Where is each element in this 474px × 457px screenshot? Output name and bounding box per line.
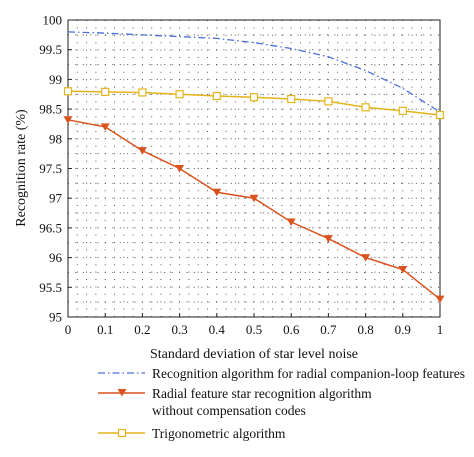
y-tick-label: 98.5 (39, 102, 62, 117)
y-tick-label: 95 (49, 310, 62, 325)
legend: Recognition algorithm for radial compani… (98, 366, 465, 441)
data-point-square (324, 97, 333, 106)
series-line-1 (67, 31, 441, 113)
x-tick-label: 0.7 (320, 322, 337, 337)
x-tick-label: 0.4 (209, 322, 226, 337)
data-point-square (138, 88, 147, 97)
x-tick-label: 0.9 (395, 322, 411, 337)
data-point-triangle (137, 147, 147, 155)
legend-label-radial-feature-line1: Radial feature star recognition algorith… (152, 386, 372, 401)
data-point-square (249, 93, 259, 102)
legend-marker-square-icon (117, 428, 127, 438)
data-point-square (63, 87, 73, 96)
x-tick-label: 0.5 (246, 322, 262, 337)
y-tick-label: 95.5 (39, 280, 62, 295)
data-point-square (435, 110, 445, 120)
data-point-triangle (435, 295, 445, 304)
legend-label-companion-loop: Recognition algorithm for radial compani… (152, 366, 465, 381)
x-tick-label: 0 (65, 322, 72, 337)
data-point-square (361, 103, 370, 112)
grid (68, 20, 440, 317)
data-point-triangle (361, 254, 371, 262)
legend-item-radial-feature: Radial feature star recognition algorith… (98, 386, 372, 418)
axes: 0 0.1 0.2 0.3 0.4 0.5 0.6 0.7 0.8 0.9 1 95 95.5 96 96.… (39, 13, 443, 338)
data-point-triangle (100, 123, 110, 131)
y-tick-label: 97.5 (39, 161, 62, 176)
x-tick-label: 1 (437, 322, 444, 337)
legend-label-radial-feature-line2: without compensation codes (152, 403, 306, 418)
data-point-square (212, 91, 221, 101)
data-point-square (398, 106, 407, 115)
x-tick-label: 0.2 (134, 322, 150, 337)
y-tick-label: 100 (43, 13, 63, 28)
legend-marker-triangle-down-icon (117, 389, 127, 397)
data-point-triangle (212, 188, 222, 197)
data-point-square (287, 94, 296, 104)
legend-item-companion-loop: Recognition algorithm for radial compani… (98, 366, 465, 381)
y-tick-label: 99 (49, 72, 62, 87)
data-point-triangle (249, 194, 259, 203)
y-tick-label: 96.5 (39, 220, 62, 235)
data-point-square (175, 90, 184, 99)
data-point-triangle (175, 165, 185, 173)
y-axis-label: Recognition rate (%) (14, 109, 29, 227)
y-tick-label: 98 (49, 131, 62, 146)
x-tick-label: 0.8 (357, 322, 373, 337)
data-point-triangle (323, 235, 333, 243)
series-lines (63, 31, 445, 304)
data-point-triangle (286, 218, 296, 226)
legend-item-trigonometric: Trigonometric algorithm (98, 426, 286, 441)
data-point-triangle (63, 116, 73, 124)
y-tick-label: 96 (49, 250, 63, 265)
x-tick-label: 0.1 (97, 322, 113, 337)
legend-label-trigonometric: Trigonometric algorithm (152, 426, 286, 441)
x-tick-label: 0.3 (171, 322, 187, 337)
data-point-square (101, 87, 110, 96)
y-tick-label: 99.5 (39, 42, 62, 57)
data-point-triangle (398, 265, 408, 274)
x-axis-label: Standard deviation of star level noise (150, 347, 358, 362)
x-tick-label: 0.6 (283, 322, 300, 337)
y-tick-label: 97 (49, 191, 63, 206)
